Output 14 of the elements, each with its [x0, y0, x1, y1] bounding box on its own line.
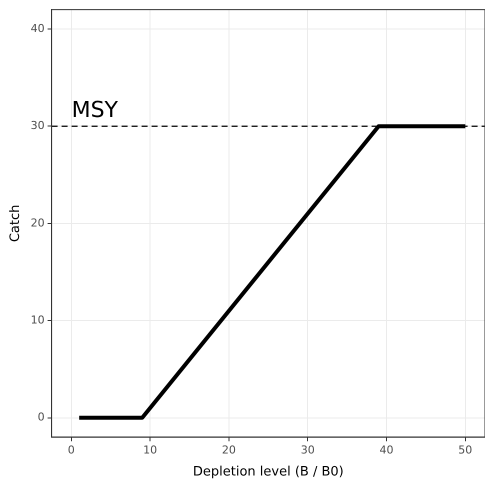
- x-axis-title: Depletion level (B / B0): [192, 464, 344, 480]
- x-tick-label: 20: [222, 444, 236, 457]
- ref-line-label: MSY: [72, 98, 119, 123]
- y-axis-title: Catch: [8, 204, 24, 242]
- y-tick-label: 20: [30, 216, 45, 230]
- y-tick-label: 40: [30, 22, 45, 35]
- x-tick-label: 50: [458, 444, 472, 457]
- x-tick-label: 30: [300, 444, 315, 457]
- x-tick-label: 40: [380, 444, 394, 457]
- y-tick-label: 0: [38, 410, 45, 424]
- y-tick-label: 30: [30, 119, 45, 132]
- x-tick-label: 0: [68, 444, 75, 457]
- y-tick-label: 10: [30, 313, 45, 326]
- x-tick-label: 10: [143, 444, 158, 457]
